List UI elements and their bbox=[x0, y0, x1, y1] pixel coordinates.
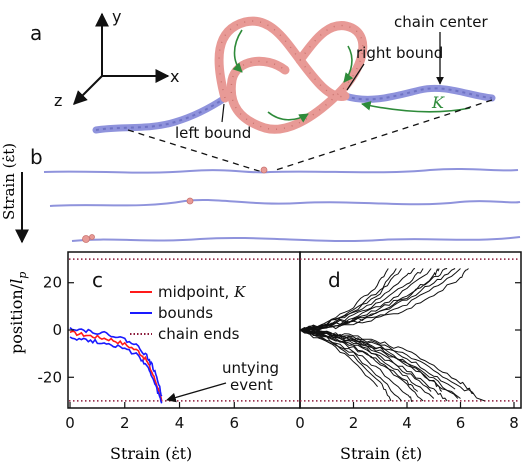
d-xtick-label-4: 8 bbox=[509, 414, 519, 432]
panel-d-trajectory-23 bbox=[299, 329, 432, 392]
panel-d-trajectory-5 bbox=[299, 268, 389, 331]
panel-c-letter: c bbox=[92, 268, 103, 292]
panel-d-trajectory-4 bbox=[299, 268, 432, 332]
label-left-bound: left bound bbox=[175, 124, 251, 142]
label-chain-center: chain center bbox=[394, 13, 488, 31]
panel-d-trajectory-17 bbox=[299, 329, 402, 402]
c-xtick-label-2: 4 bbox=[175, 414, 185, 432]
axis-z-label: z bbox=[54, 91, 62, 110]
legend-chain-ends: chain ends bbox=[158, 325, 240, 343]
axis-y-label: y bbox=[112, 7, 121, 26]
panel-d-trajectory-25 bbox=[299, 329, 443, 392]
panel-d-letter: d bbox=[328, 268, 341, 292]
c-ytick-label-0: 20 bbox=[43, 274, 62, 292]
left-bound-pointer bbox=[221, 103, 225, 123]
d-xtick-label-0: 0 bbox=[295, 414, 305, 432]
panel-b: b Strain (ε̇t) bbox=[0, 143, 521, 244]
label-right-bound: right bound bbox=[356, 44, 443, 62]
untying-annotation-line1: untying bbox=[222, 359, 279, 377]
chain-snapshots bbox=[43, 168, 521, 243]
panel-d-trajectory-3 bbox=[299, 268, 461, 331]
d-xtick-label-2: 4 bbox=[402, 414, 412, 432]
d-xtick-label-3: 6 bbox=[456, 414, 466, 432]
panel-a-letter: a bbox=[30, 21, 42, 45]
knot-snapshots bbox=[82, 166, 268, 243]
c-ytick-label-2: -20 bbox=[38, 368, 63, 386]
panel-d-trajectory-7 bbox=[299, 268, 397, 331]
right-bound-pointer bbox=[346, 63, 365, 91]
panel-d-trajectory-21 bbox=[299, 329, 378, 388]
legend-bounds: bounds bbox=[158, 304, 213, 322]
panel-d-trajectory-10 bbox=[299, 268, 440, 331]
knot-motion-arrows bbox=[232, 29, 471, 123]
panel-b-letter: b bbox=[30, 145, 43, 169]
panel-d-trajectory-20 bbox=[299, 329, 392, 402]
untying-annotation-line2: event bbox=[230, 376, 273, 394]
panel-d-trajectory-18 bbox=[299, 328, 475, 395]
panel-c-ylabel: position/lp bbox=[7, 272, 29, 354]
zoom-line-left bbox=[127, 129, 263, 173]
c-xtick-label-3: 6 bbox=[230, 414, 240, 432]
panel-b-ylabel: Strain (ε̇t) bbox=[0, 143, 18, 220]
panel-d-trajectory-13 bbox=[299, 329, 448, 402]
axis-x-label: x bbox=[170, 67, 179, 86]
panel-d-trajectory-16 bbox=[299, 329, 413, 403]
panel-a: a y x z K bbox=[30, 7, 496, 173]
coordinate-axes: y x z bbox=[54, 7, 179, 110]
c-xtick-label-1: 2 bbox=[120, 414, 130, 432]
untying-arrow bbox=[166, 382, 227, 403]
panel-d-trajectory-9 bbox=[299, 268, 469, 331]
panel-d-trajectory-24 bbox=[299, 329, 419, 392]
panel-d: d 0 2 4 6 8 Strain (ε̇t) bbox=[295, 251, 522, 463]
label-K: K bbox=[431, 93, 445, 112]
panel-d-trajectory-8 bbox=[299, 268, 416, 332]
panel-c-series-bound-lower bbox=[69, 336, 163, 404]
legend-midpoint: midpoint, K bbox=[158, 283, 246, 301]
panel-d-trajectory-22 bbox=[300, 329, 459, 399]
panel-c-series-midpoint bbox=[69, 330, 163, 402]
c-ytick-label-1: 0 bbox=[52, 321, 62, 339]
panel-d-xlabel: Strain (ε̇t) bbox=[340, 444, 422, 463]
panel-c-series-bound-upper bbox=[69, 326, 163, 397]
panel-c-legend: midpoint, K bounds chain ends bbox=[130, 283, 246, 343]
panel-d-trajectory-15 bbox=[299, 329, 424, 402]
d-xtick-label-1: 2 bbox=[349, 414, 359, 432]
panel-d-trajectory-0 bbox=[299, 268, 448, 331]
zoom-line-right bbox=[275, 99, 493, 171]
panel-c: c position/lp 20 0 -20 0 2 4 6 Strain (ε̇t) m… bbox=[7, 251, 301, 463]
panel-c-xlabel: Strain (ε̇t) bbox=[110, 444, 192, 463]
c-xtick-label-0: 0 bbox=[65, 414, 75, 432]
